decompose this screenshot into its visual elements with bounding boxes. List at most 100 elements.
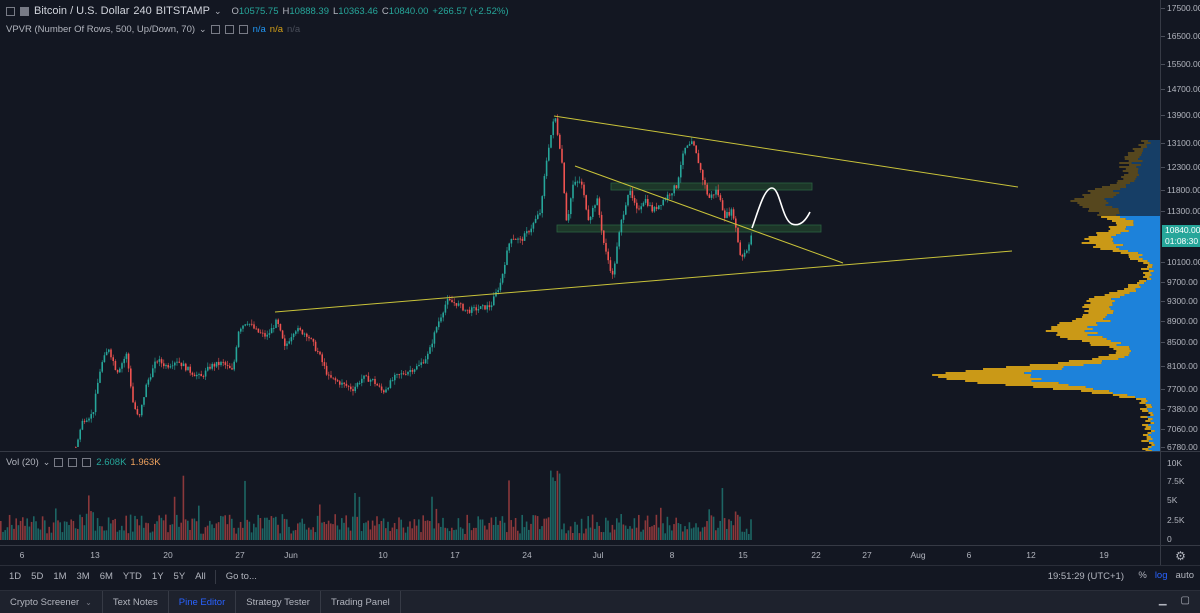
- candle-body: [625, 205, 627, 215]
- volume-bar: [215, 523, 218, 540]
- candle-body: [482, 305, 484, 307]
- chevron-down-icon[interactable]: ⌄: [213, 5, 222, 16]
- bottom-tab[interactable]: Crypto Screener ⌄: [0, 590, 103, 613]
- range-button[interactable]: 5Y: [173, 571, 186, 582]
- settings-icon[interactable]: [68, 458, 78, 467]
- range-button[interactable]: YTD: [122, 571, 142, 582]
- vpvr-up-bar: [1136, 176, 1160, 178]
- candle-body: [633, 198, 636, 203]
- vpvr-down-bar: [1029, 364, 1084, 366]
- range-button[interactable]: 1D: [9, 571, 22, 582]
- vpvr-down-bar: [1147, 266, 1153, 268]
- range-button[interactable]: 6M: [99, 571, 113, 582]
- pane-separator[interactable]: [0, 451, 1200, 452]
- candle-body: [292, 333, 295, 338]
- vpvr-down-bar: [1116, 350, 1132, 352]
- candle-body: [378, 385, 381, 387]
- eye-icon[interactable]: [210, 25, 220, 34]
- volume-axis-label: 10K: [1167, 458, 1183, 468]
- time-axis-label: 15: [738, 550, 748, 560]
- bottom-tab[interactable]: Strategy Tester: [236, 590, 321, 613]
- volume-bar: [352, 516, 354, 540]
- volume-bar: [327, 520, 330, 540]
- volume-bar: [519, 533, 521, 540]
- percent-toggle[interactable]: %: [1138, 570, 1147, 581]
- gear-icon[interactable]: ⚙: [1160, 545, 1200, 565]
- main-chart-pane[interactable]: Bitcoin / U.S. Dollar 240 BITSTAMP ⌄ O10…: [0, 0, 1160, 451]
- volume-label[interactable]: Vol (20): [6, 457, 39, 468]
- candle-body: [224, 362, 227, 365]
- vpvr-down-bar: [1124, 288, 1136, 290]
- eye-icon[interactable]: [54, 458, 64, 467]
- vpvr-up-bar: [1120, 188, 1160, 190]
- close-icon[interactable]: [82, 458, 92, 467]
- volume-bar: [198, 505, 200, 540]
- price-axis-tick: [1161, 143, 1165, 144]
- bottom-tab[interactable]: Trading Panel: [321, 590, 401, 613]
- vpvr-up-bar: [1148, 140, 1160, 142]
- chevron-down-icon[interactable]: ⌄: [199, 24, 207, 34]
- vpvr-down-bar: [1145, 426, 1151, 428]
- time-axis[interactable]: 6 13 20 27 Jun 10 17 24 Jul 8 15 22 27 Aug 6 12 19: [0, 545, 1160, 565]
- log-toggle[interactable]: log: [1154, 570, 1168, 581]
- candle-body: [750, 235, 752, 245]
- volume-bar: [653, 524, 655, 540]
- vpvr-up-bar: [1121, 342, 1160, 344]
- bottom-tab[interactable]: Text Notes: [103, 590, 169, 613]
- volume-bar: [734, 511, 737, 540]
- range-button[interactable]: All: [195, 571, 206, 582]
- maximize-icon[interactable]: ▢: [1180, 595, 1190, 606]
- volume-axis[interactable]: 10K 7.5K 5K 2.5K 0: [1160, 452, 1200, 545]
- volume-bar: [270, 516, 273, 540]
- vpvr-up-bar: [1136, 166, 1160, 168]
- range-button[interactable]: 3M: [76, 571, 90, 582]
- volume-bar: [576, 524, 578, 540]
- bottom-tab[interactable]: Pine Editor: [169, 590, 237, 613]
- vpvr-up-bar: [1142, 258, 1160, 260]
- volume-chart-svg[interactable]: [0, 452, 1160, 545]
- volume-pane[interactable]: Vol (20) ⌄ 2.608K 1.963K: [0, 452, 1160, 545]
- range-button[interactable]: 1M: [53, 571, 67, 582]
- volume-bar: [226, 524, 229, 540]
- collapse-icon[interactable]: [6, 6, 15, 16]
- candle-body: [567, 214, 570, 221]
- clock[interactable]: 19:51:29 (UTC+1): [1047, 571, 1124, 582]
- goto-button[interactable]: Go to...: [225, 571, 257, 582]
- range-button[interactable]: 5D: [31, 571, 44, 582]
- volume-bar: [222, 516, 224, 540]
- close-icon[interactable]: [238, 25, 248, 34]
- interval-label[interactable]: 240: [133, 5, 152, 17]
- volume-bar: [118, 530, 121, 540]
- chevron-down-icon[interactable]: ⌄: [42, 457, 51, 467]
- candle-body: [746, 250, 748, 253]
- candle-body: [618, 232, 620, 247]
- vpvr-label[interactable]: VPVR (Number Of Rows, 500, Up/Down, 70): [6, 24, 196, 35]
- open-key: O: [231, 6, 239, 17]
- vpvr-up-bar: [1104, 198, 1160, 200]
- volume-bar: [708, 509, 710, 540]
- chevron-down-icon[interactable]: ⌄: [85, 597, 92, 607]
- candle-body: [433, 332, 436, 344]
- volume-bar: [712, 516, 715, 540]
- candle-body: [585, 195, 587, 210]
- auto-toggle[interactable]: auto: [1175, 570, 1195, 581]
- volume-bar: [213, 528, 215, 540]
- symbol-title[interactable]: Bitcoin / U.S. Dollar: [34, 5, 130, 17]
- volume-bar: [721, 488, 724, 540]
- volume-bar: [704, 526, 706, 540]
- vpvr-down-bar: [945, 372, 1025, 374]
- minimize-icon[interactable]: ▁: [1158, 595, 1167, 606]
- candle-body: [653, 206, 656, 212]
- countdown-tag: 01:08:30: [1162, 236, 1200, 247]
- candle-body: [185, 363, 187, 371]
- price-axis[interactable]: 17500.00 16500.00 15500.00 14700.00 13900.00…: [1160, 0, 1200, 452]
- candle-body: [101, 362, 103, 372]
- range-button[interactable]: 1Y: [151, 571, 164, 582]
- price-axis-tick: [1161, 301, 1165, 302]
- candle-body: [116, 370, 119, 373]
- vpvr-down-bar: [1145, 274, 1152, 276]
- vpvr-up-bar: [1087, 334, 1160, 336]
- candle-body: [202, 376, 205, 377]
- settings-icon[interactable]: [224, 25, 234, 34]
- price-chart-svg[interactable]: [0, 0, 1160, 451]
